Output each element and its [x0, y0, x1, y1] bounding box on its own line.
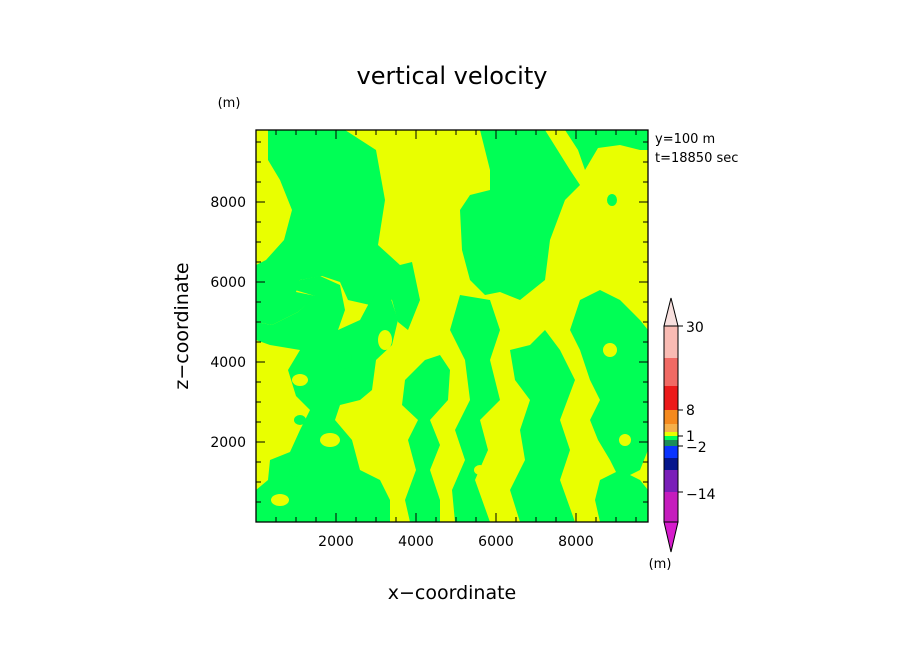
negative-spot-2 [338, 351, 352, 369]
colorbar-segment-12 [664, 492, 678, 522]
negative-region-5 [402, 355, 450, 522]
negative-region-3 [460, 130, 580, 300]
colorbar-segment-2 [664, 358, 678, 386]
plot-frame [255, 129, 649, 523]
positive-spot-3 [271, 494, 289, 506]
x-tick-label: 2000 [318, 534, 354, 550]
positive-spot-10 [474, 465, 486, 475]
positive-spot-4 [378, 330, 392, 350]
negative-region-6 [450, 295, 500, 522]
colorbar-segment-5 [664, 424, 678, 432]
velocity-field [256, 130, 648, 522]
y-tick-label: 2000 [210, 435, 246, 451]
colorbar-segment-8 [664, 440, 678, 446]
negative-region-8 [570, 290, 648, 480]
colorbar-frame [663, 325, 679, 523]
colorbar-segment-1 [664, 326, 678, 358]
positive-spot-7 [569, 411, 581, 429]
positive-spot-1 [292, 374, 308, 386]
colorbar [663, 297, 683, 553]
negative-spot-4 [607, 194, 617, 206]
info-time-label: t=18850 sec [655, 151, 738, 166]
y-unit-label: (m) [218, 96, 241, 111]
colorbar-label-minus-2: −2 [686, 440, 707, 456]
colorbar-segment-11 [664, 470, 678, 492]
colorbar-label-1: 1 [686, 429, 695, 445]
negative-region-4 [565, 130, 648, 170]
colorbar-bottom-arrow [663, 521, 679, 553]
negative-spot-5 [294, 415, 306, 425]
positive-spot-2 [320, 433, 340, 447]
info-y-label: y=100 m [655, 132, 715, 147]
negative-region-1 [256, 276, 398, 522]
colorbar-label-8: 8 [686, 403, 695, 419]
negative-region-2 [256, 130, 420, 330]
colorbar-segment-6 [664, 432, 678, 436]
negative-spot-1 [289, 463, 301, 477]
x-axis-label: x−coordinate [388, 582, 517, 604]
positive-spot-6 [512, 314, 528, 326]
y-axis-label: z−coordinate [171, 262, 193, 389]
colorbar-label-minus-14: −14 [686, 487, 716, 503]
colorbar-segment-3 [664, 386, 678, 410]
x-tick-label: 6000 [478, 534, 514, 550]
y-axis: 2000 4000 6000 8000 [210, 141, 648, 503]
y-tick-label: 8000 [210, 195, 246, 211]
colorbar-segment-4 [664, 410, 678, 424]
negative-spot-3 [524, 255, 536, 265]
negative-region-9 [595, 470, 648, 522]
y-tick-label: 4000 [210, 355, 246, 371]
colorbar-top-arrow [663, 297, 679, 327]
positive-spot-9 [619, 434, 631, 446]
x-tick-label: 8000 [558, 534, 594, 550]
positive-spot-5 [424, 292, 436, 308]
x-tick-label: 4000 [398, 534, 434, 550]
y-tick-label: 6000 [210, 275, 246, 291]
colorbar-label-30: 30 [686, 320, 704, 336]
negative-region-7 [510, 330, 575, 522]
x-axis: 2000 4000 6000 8000 [275, 130, 637, 550]
colorbar-segment-7 [664, 436, 678, 440]
chart-title: vertical velocity [357, 62, 548, 90]
colorbar-segment-10 [664, 458, 678, 470]
colorbar-segment-9 [664, 446, 678, 458]
colorbar-unit-label: (m) [649, 557, 672, 572]
positive-spot-8 [603, 343, 617, 357]
